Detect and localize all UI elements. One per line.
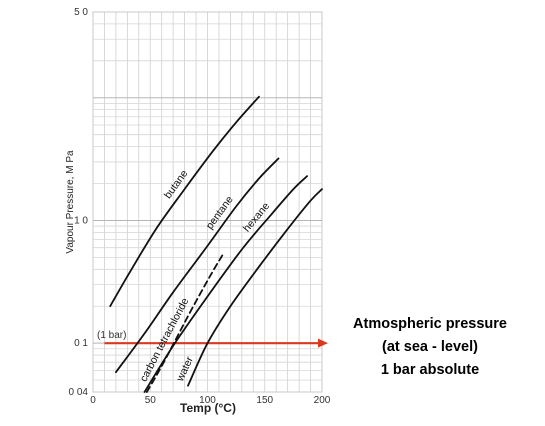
annotation-line-2: (at sea - level) bbox=[382, 339, 478, 355]
y-axis-label: Vapour Pressure, M Pa bbox=[65, 150, 76, 254]
y-tick-label: 0 1 bbox=[74, 338, 88, 349]
one-bar-annotation: (1 bar) bbox=[97, 330, 126, 341]
series-curves bbox=[109, 95, 323, 393]
series-line-pentane bbox=[115, 157, 280, 374]
x-axis-label: Temp (°C) bbox=[180, 401, 236, 415]
x-tick-label: 200 bbox=[314, 395, 331, 406]
x-tick-label: 150 bbox=[256, 395, 273, 406]
x-tick-label: 50 bbox=[145, 395, 157, 406]
annotation-line-1: Atmospheric pressure bbox=[353, 316, 507, 332]
y-tick-label: 1 0 bbox=[74, 215, 88, 226]
reference-line bbox=[104, 338, 328, 348]
x-tick-label: 100 bbox=[199, 395, 216, 406]
series-line-butane bbox=[109, 95, 260, 308]
y-tick-label: 0 04 bbox=[69, 387, 89, 398]
reference-arrow-head bbox=[318, 338, 328, 348]
series-line-carbon-tetrachloride bbox=[145, 254, 224, 393]
y-tick-label: 5 0 bbox=[74, 7, 88, 18]
annotation-line-3: 1 bar absolute bbox=[380, 362, 480, 378]
x-tick-label: 0 bbox=[90, 395, 96, 406]
series-line-water bbox=[187, 188, 323, 387]
chart-annotations: (1 bar) bbox=[97, 330, 126, 341]
tick-labels: 0 50 100 150 200 5 0 1 0 0 1 0 04 bbox=[69, 7, 331, 406]
grid bbox=[93, 12, 322, 392]
